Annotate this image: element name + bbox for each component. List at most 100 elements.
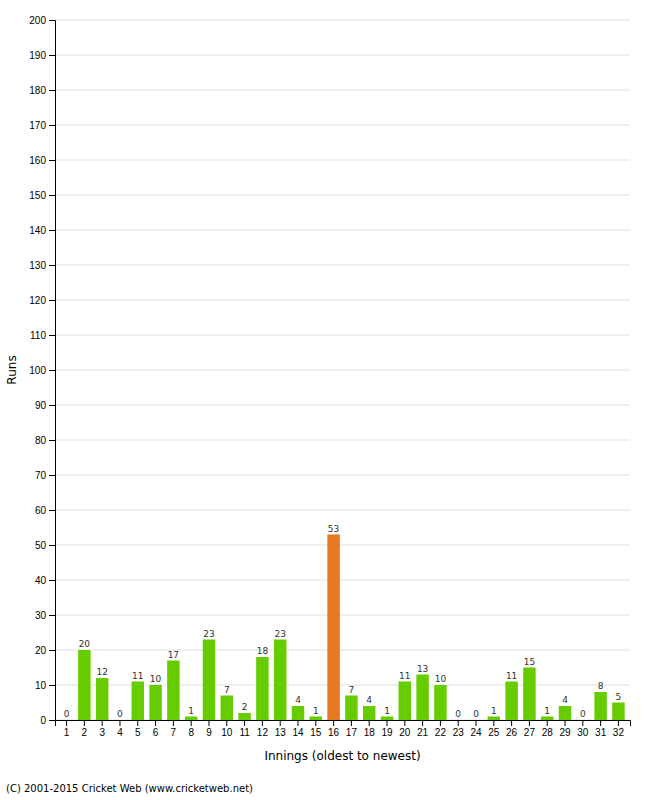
grid-line bbox=[55, 440, 630, 441]
tick: 130 bbox=[29, 260, 55, 271]
tick: 200 bbox=[29, 15, 55, 26]
data-label: 0 bbox=[64, 709, 70, 719]
tick: 28 bbox=[542, 720, 554, 738]
data-label: 11 bbox=[132, 671, 143, 681]
tick-label: 23 bbox=[453, 727, 465, 738]
data-label: 7 bbox=[349, 685, 355, 695]
bar bbox=[470, 720, 482, 721]
tick-label: 10 bbox=[35, 680, 47, 691]
grid-line bbox=[55, 20, 630, 21]
tick: 19 bbox=[381, 720, 393, 738]
tick-label: 150 bbox=[29, 190, 46, 201]
tick-mark bbox=[49, 55, 55, 56]
data-label: 0 bbox=[455, 709, 461, 719]
bar bbox=[434, 685, 446, 720]
tick-mark bbox=[297, 720, 298, 726]
tick: 5 bbox=[135, 720, 141, 738]
tick-mark bbox=[511, 720, 512, 726]
bar bbox=[363, 706, 375, 720]
bar bbox=[167, 661, 179, 721]
tick-label: 3 bbox=[99, 727, 105, 738]
tick: 0 bbox=[40, 715, 55, 726]
tick-label: 180 bbox=[29, 85, 46, 96]
tick-mark bbox=[529, 720, 530, 726]
tick-mark bbox=[226, 720, 227, 726]
tick-label: 100 bbox=[29, 365, 46, 376]
data-label: 11 bbox=[506, 671, 517, 681]
tick-label: 20 bbox=[399, 727, 411, 738]
data-label: 5 bbox=[616, 692, 622, 702]
grid-line bbox=[55, 90, 630, 91]
tick-mark bbox=[84, 720, 85, 726]
tick-mark bbox=[600, 720, 601, 726]
bar bbox=[203, 640, 215, 721]
data-label: 23 bbox=[274, 629, 285, 639]
bar bbox=[274, 640, 286, 721]
tick-mark bbox=[66, 720, 67, 726]
tick-mark bbox=[333, 720, 334, 726]
data-label: 4 bbox=[295, 695, 301, 705]
data-label: 4 bbox=[366, 695, 372, 705]
data-label: 18 bbox=[257, 646, 269, 656]
tick-label: 26 bbox=[506, 727, 518, 738]
bars bbox=[78, 535, 625, 721]
bar bbox=[577, 720, 589, 721]
tick-label: 18 bbox=[364, 727, 376, 738]
tick: 80 bbox=[35, 435, 55, 446]
tick: 10 bbox=[35, 680, 55, 691]
x-axis: 1234567891011121314151617181920212223242… bbox=[56, 720, 631, 738]
tick-label: 13 bbox=[275, 727, 287, 738]
tick-mark bbox=[404, 720, 405, 726]
grid-line bbox=[55, 370, 630, 371]
tick-label: 9 bbox=[206, 727, 212, 738]
tick: 32 bbox=[613, 720, 625, 738]
tick-mark bbox=[49, 580, 55, 581]
tick-mark bbox=[208, 720, 209, 726]
grid-line bbox=[55, 335, 630, 336]
tick-mark bbox=[49, 370, 55, 371]
tick-label: 17 bbox=[346, 727, 358, 738]
data-label: 10 bbox=[435, 674, 447, 684]
tick-label: 8 bbox=[188, 727, 194, 738]
grid-line bbox=[55, 160, 630, 161]
tick-label: 29 bbox=[559, 727, 571, 738]
y-axis-title: Runs bbox=[5, 355, 19, 384]
tick-label: 40 bbox=[35, 575, 47, 586]
data-label: 15 bbox=[524, 657, 535, 667]
tick-label: 32 bbox=[613, 727, 625, 738]
bar bbox=[345, 696, 357, 721]
data-label: 12 bbox=[96, 667, 107, 677]
tick-mark bbox=[49, 335, 55, 336]
tick: 14 bbox=[292, 720, 304, 738]
tick-label: 6 bbox=[153, 727, 159, 738]
tick-mark bbox=[369, 720, 370, 726]
grid-line bbox=[55, 405, 630, 406]
grid-line bbox=[55, 475, 630, 476]
tick-mark bbox=[49, 160, 55, 161]
tick: 30 bbox=[35, 610, 55, 621]
tick-mark bbox=[49, 615, 55, 616]
tick-label: 16 bbox=[328, 727, 340, 738]
tick: 12 bbox=[257, 720, 269, 738]
tick-label: 160 bbox=[29, 155, 46, 166]
tick: 31 bbox=[595, 720, 607, 738]
tick-mark bbox=[244, 720, 245, 726]
tick: 100 bbox=[29, 365, 55, 376]
tick: 13 bbox=[275, 720, 287, 738]
bar bbox=[612, 703, 624, 721]
bar bbox=[310, 717, 322, 721]
tick-label: 30 bbox=[35, 610, 47, 621]
tick-label: 50 bbox=[35, 540, 47, 551]
tick-label: 110 bbox=[30, 330, 46, 341]
tick-mark bbox=[155, 720, 156, 726]
tick-label: 2 bbox=[82, 727, 88, 738]
tick-label: 130 bbox=[29, 260, 46, 271]
data-label: 1 bbox=[491, 706, 497, 716]
tick: 8 bbox=[188, 720, 194, 738]
bar bbox=[381, 717, 393, 721]
tick-mark bbox=[49, 230, 55, 231]
bar bbox=[96, 678, 108, 720]
data-label: 0 bbox=[117, 709, 123, 719]
grid-line bbox=[55, 265, 630, 266]
tick-mark bbox=[49, 545, 55, 546]
